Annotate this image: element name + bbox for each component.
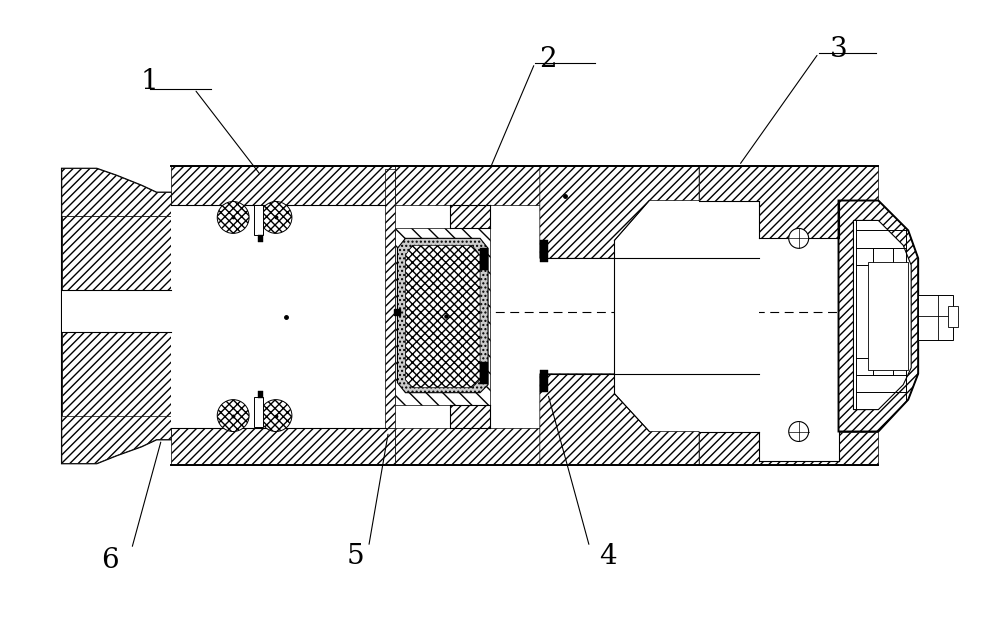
Polygon shape bbox=[62, 332, 171, 415]
Polygon shape bbox=[395, 229, 490, 404]
Bar bbox=[540, 240, 548, 262]
Polygon shape bbox=[853, 220, 911, 410]
Polygon shape bbox=[62, 169, 171, 217]
Bar bbox=[254, 397, 263, 427]
Polygon shape bbox=[171, 427, 395, 466]
Polygon shape bbox=[395, 166, 540, 229]
Bar bbox=[258, 235, 263, 242]
Text: 5: 5 bbox=[347, 543, 364, 571]
Bar bbox=[480, 248, 488, 270]
Polygon shape bbox=[839, 201, 918, 431]
Polygon shape bbox=[948, 306, 958, 327]
Polygon shape bbox=[62, 169, 171, 463]
Polygon shape bbox=[918, 295, 953, 340]
Polygon shape bbox=[540, 374, 699, 466]
Polygon shape bbox=[62, 290, 171, 332]
Circle shape bbox=[217, 399, 249, 431]
Circle shape bbox=[789, 422, 809, 441]
Polygon shape bbox=[397, 238, 488, 392]
Text: 3: 3 bbox=[830, 36, 847, 62]
Text: 1: 1 bbox=[141, 68, 158, 94]
Polygon shape bbox=[385, 169, 395, 427]
Text: 2: 2 bbox=[539, 46, 557, 73]
Polygon shape bbox=[614, 258, 759, 374]
Polygon shape bbox=[868, 262, 908, 369]
Polygon shape bbox=[171, 206, 386, 427]
Polygon shape bbox=[699, 166, 878, 238]
Circle shape bbox=[217, 201, 249, 233]
Polygon shape bbox=[395, 404, 540, 466]
Text: 6: 6 bbox=[101, 547, 119, 575]
Bar bbox=[540, 369, 548, 392]
Circle shape bbox=[260, 399, 292, 431]
Bar bbox=[254, 206, 263, 235]
Polygon shape bbox=[62, 217, 171, 290]
Text: 4: 4 bbox=[599, 543, 616, 571]
Circle shape bbox=[260, 201, 292, 233]
Polygon shape bbox=[62, 415, 171, 463]
Circle shape bbox=[789, 229, 809, 248]
Polygon shape bbox=[699, 431, 878, 466]
Bar bbox=[480, 362, 488, 383]
Polygon shape bbox=[405, 245, 480, 388]
Polygon shape bbox=[540, 166, 699, 258]
Bar bbox=[258, 390, 263, 397]
Polygon shape bbox=[171, 166, 395, 206]
